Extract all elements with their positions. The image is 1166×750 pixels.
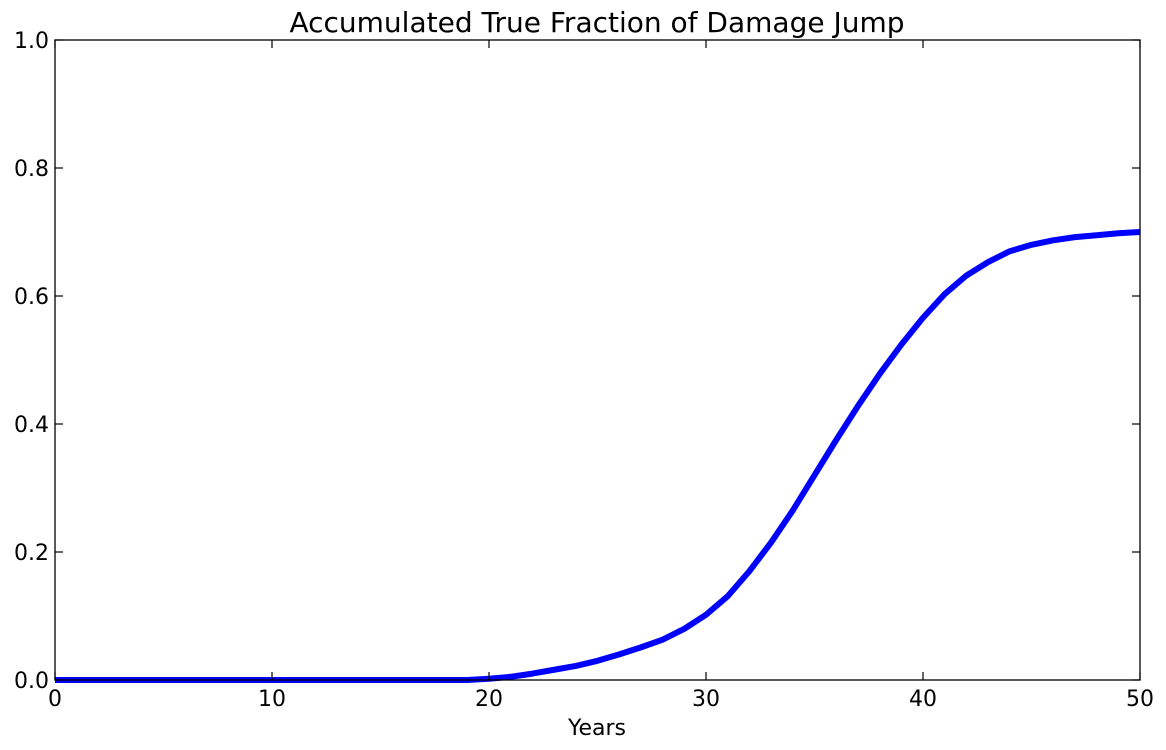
y-tick-label: 0.2: [14, 541, 49, 566]
y-tick-label: 0.8: [14, 157, 49, 182]
x-axis-label: Years: [567, 716, 626, 741]
x-tick-label: 50: [1126, 687, 1154, 712]
x-tick-label: 10: [258, 687, 286, 712]
x-tick-label: 30: [692, 687, 720, 712]
y-tick-label: 0.0: [14, 669, 49, 694]
plot-area: 0 10 20 30 40 50 0.0 0.2 0.4 0.6 0.8 1.0: [14, 29, 1154, 712]
plot-frame: [54, 39, 1141, 681]
x-tick-label: 0: [48, 687, 62, 712]
x-tick-label: 20: [475, 687, 503, 712]
chart-title: Accumulated True Fraction of Damage Jump: [289, 6, 904, 39]
x-tick-label: 40: [909, 687, 937, 712]
y-tick-label: 1.0: [14, 29, 49, 54]
y-tick-label: 0.6: [14, 285, 49, 310]
y-tick-label: 0.4: [14, 413, 49, 438]
